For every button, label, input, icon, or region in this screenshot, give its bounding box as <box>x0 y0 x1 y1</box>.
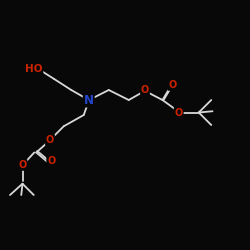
Text: O: O <box>174 108 183 118</box>
Text: O: O <box>47 156 56 166</box>
Text: O: O <box>18 160 27 170</box>
Text: N: N <box>84 94 94 106</box>
Text: O: O <box>141 85 149 95</box>
Text: O: O <box>46 135 54 145</box>
Text: O: O <box>168 80 176 90</box>
Text: HO: HO <box>25 64 42 74</box>
